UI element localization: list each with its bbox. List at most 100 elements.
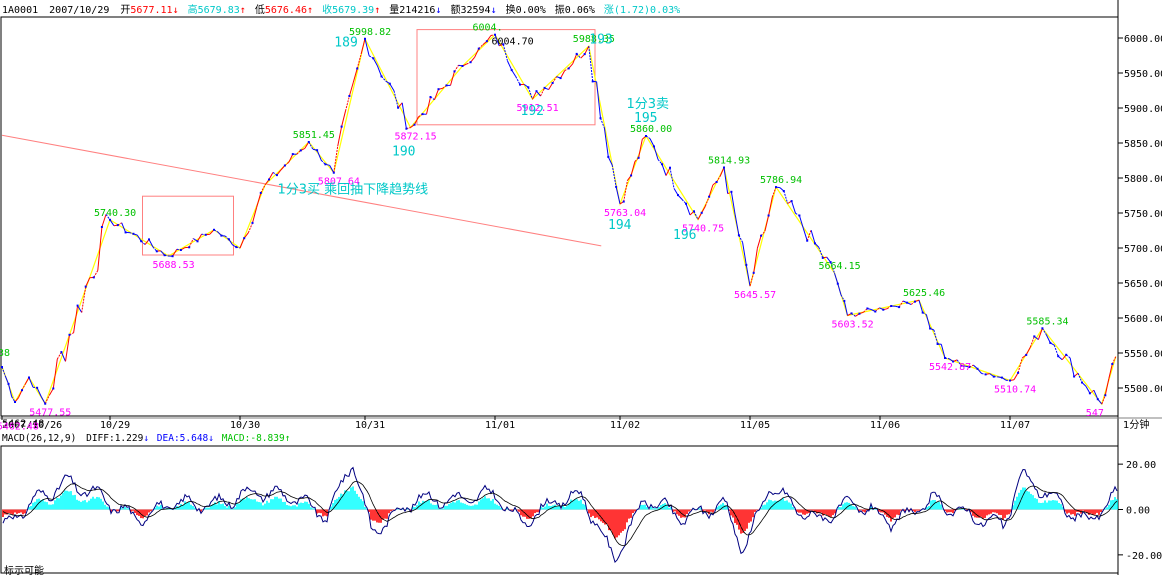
open-value: 5677.11 bbox=[130, 5, 172, 16]
price-point bbox=[985, 373, 987, 375]
price-point bbox=[645, 135, 647, 137]
macd-axis: 20.000.00-20.00 bbox=[2, 460, 1162, 562]
price-point bbox=[669, 167, 671, 169]
high-value: 5679.83 bbox=[198, 5, 240, 16]
price-point bbox=[316, 149, 318, 151]
price-label-trough: 5645.57 bbox=[734, 290, 776, 301]
change-label: 涨 bbox=[604, 4, 614, 16]
price-label-peak: 5786.94 bbox=[760, 175, 802, 186]
wave-count-label: 196 bbox=[673, 228, 696, 243]
price-point bbox=[44, 403, 46, 405]
price-point bbox=[791, 200, 793, 202]
arrow-down-icon: ↓ bbox=[435, 5, 441, 16]
quote-date: 2007/10/29 bbox=[49, 5, 109, 16]
price-point bbox=[745, 264, 747, 266]
price-segment bbox=[257, 193, 261, 207]
price-point bbox=[462, 65, 464, 67]
price-point bbox=[661, 163, 663, 165]
price-point bbox=[486, 40, 488, 42]
price-point bbox=[906, 302, 908, 304]
price-point bbox=[148, 238, 150, 240]
wave-count-label: 195 bbox=[634, 111, 657, 126]
macd-tick-label: 0.00 bbox=[1126, 506, 1150, 517]
price-segment bbox=[2, 367, 5, 376]
price-point bbox=[1033, 335, 1035, 337]
price-point bbox=[738, 234, 740, 236]
footer-label: 标示可能 bbox=[4, 564, 44, 575]
price-point bbox=[685, 203, 687, 205]
price-point bbox=[638, 157, 640, 159]
price-point bbox=[806, 240, 808, 242]
price-point bbox=[600, 117, 602, 119]
price-point bbox=[1089, 392, 1091, 394]
price-segment bbox=[616, 187, 620, 204]
price-point bbox=[576, 53, 578, 55]
arrow-up-icon: ↑ bbox=[307, 5, 313, 16]
price-label-peak: 5664.15 bbox=[819, 261, 861, 272]
price-point bbox=[822, 257, 824, 259]
price-point bbox=[851, 312, 853, 314]
price-panel-frame bbox=[1, 17, 1118, 416]
price-point bbox=[324, 163, 326, 165]
price-label-trough: 5688.53 bbox=[153, 260, 195, 271]
price-point bbox=[381, 75, 383, 77]
dif-label: DIFF: bbox=[86, 433, 115, 444]
price-segment bbox=[694, 211, 698, 219]
price-segment bbox=[934, 330, 938, 344]
price-label-trough: 5477.55 bbox=[29, 408, 71, 419]
price-point bbox=[197, 240, 199, 242]
date-tick-label: 10/30 bbox=[230, 420, 260, 431]
wave-count-label: 189 bbox=[334, 35, 357, 50]
price-point bbox=[607, 156, 609, 158]
macd-label: MACD: bbox=[222, 433, 251, 444]
price-point bbox=[798, 215, 800, 217]
price-segment bbox=[674, 188, 678, 195]
price-segment bbox=[74, 306, 78, 333]
price-point bbox=[1065, 354, 1067, 356]
price-segment bbox=[361, 39, 365, 54]
price-point bbox=[284, 165, 286, 167]
price-point bbox=[21, 389, 23, 391]
price-segment bbox=[365, 39, 369, 56]
price-point bbox=[52, 388, 54, 390]
price-point bbox=[898, 306, 900, 308]
price-tick-label: 6000.00 bbox=[1124, 34, 1162, 45]
price-point bbox=[172, 255, 174, 257]
price-segment bbox=[765, 216, 769, 232]
box-layer bbox=[143, 30, 596, 255]
price-point bbox=[858, 313, 860, 315]
buy-signal-annotation: 1分3买 乘回抽下降趋势线 bbox=[278, 181, 429, 197]
date-tick-label: 11/05 bbox=[740, 420, 770, 431]
open-label: 开 bbox=[120, 5, 130, 16]
wave-count-label: 194 bbox=[608, 218, 632, 233]
price-point bbox=[430, 96, 432, 98]
price-segment bbox=[86, 278, 90, 287]
price-segment bbox=[720, 168, 724, 176]
arrow-up-icon: ↑ bbox=[285, 433, 291, 444]
price-tick-label: 5550.00 bbox=[1124, 349, 1162, 360]
price-point bbox=[527, 86, 529, 88]
price-segment bbox=[735, 214, 739, 235]
amount-label: 额 bbox=[450, 3, 460, 16]
price-point bbox=[308, 141, 310, 143]
price-point bbox=[1001, 377, 1003, 379]
price-point bbox=[188, 246, 190, 248]
change-value: (1.72)0.03% bbox=[614, 5, 680, 16]
zigzag-layer bbox=[2, 35, 1116, 404]
price-point bbox=[494, 34, 496, 36]
price-point bbox=[36, 387, 38, 389]
price-point bbox=[470, 61, 472, 63]
date-tick-label: 11/07 bbox=[1000, 420, 1030, 431]
price-segment bbox=[631, 162, 635, 176]
amplitude-value: 0.06% bbox=[565, 5, 595, 16]
header-readout: 1A0001 2007/10/29 开5677.11↓ 高5679.83↑ 低5… bbox=[2, 3, 680, 16]
price-point bbox=[276, 174, 278, 176]
arrow-up-icon: ↑ bbox=[374, 5, 380, 16]
price-point bbox=[93, 276, 95, 278]
arrow-down-icon: ↓ bbox=[208, 433, 214, 444]
price-point bbox=[890, 305, 892, 307]
price-segment bbox=[41, 397, 45, 404]
price-point bbox=[422, 113, 424, 115]
price-point bbox=[882, 309, 884, 311]
